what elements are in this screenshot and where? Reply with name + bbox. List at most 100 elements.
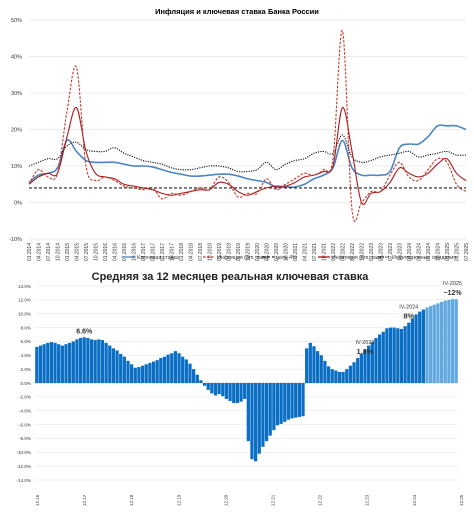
x-tick-label: 01.2016	[103, 243, 109, 261]
x-tick-label: 10.2015	[94, 243, 100, 261]
annotation-label: IV-2025	[443, 281, 462, 287]
legend-label: Инфляция (3m, saar)	[217, 255, 269, 261]
bar	[181, 356, 185, 383]
bar	[170, 353, 174, 383]
x-tick-label: 04.2024	[417, 243, 423, 261]
bar	[403, 326, 407, 383]
bar	[308, 342, 312, 383]
x-tick-label: 10.2024	[436, 243, 442, 261]
x-tick-label: 12.21	[271, 494, 276, 506]
bar	[253, 383, 258, 462]
x-tick-label: 01.2022	[331, 243, 337, 261]
bar	[162, 356, 167, 383]
bar	[42, 344, 46, 383]
annotation-label: 6.6%	[76, 328, 93, 335]
bar	[213, 383, 218, 396]
y-tick-label: 0%	[14, 201, 22, 207]
bar	[381, 331, 385, 383]
series-line-0	[28, 124, 467, 189]
bar	[217, 383, 221, 395]
bar	[359, 353, 363, 383]
x-tick-label: 12.16	[35, 494, 40, 506]
x-tick-label: 04.2015	[75, 243, 81, 261]
legend-label: Инфляция (6m, saar)	[332, 255, 384, 261]
bar	[305, 348, 309, 383]
bar	[279, 383, 283, 424]
x-tick-label: 04.2023	[379, 243, 385, 261]
bar	[126, 360, 130, 383]
x-tick-label: 12.22	[318, 494, 323, 506]
x-tick-label: 04.2020	[265, 243, 271, 261]
y-tick-label: 12.0%	[18, 298, 31, 303]
y-tick-label: 4.0%	[21, 353, 31, 358]
x-tick-label: 12.25	[459, 494, 464, 506]
bar	[392, 327, 396, 383]
bar	[115, 350, 119, 383]
bar	[425, 307, 429, 383]
x-tick-label: 07.2020	[274, 243, 280, 261]
x-tick-label: 01.2020	[255, 243, 261, 261]
y-tick-label: 40%	[11, 55, 22, 61]
bar	[184, 359, 188, 383]
bar	[159, 358, 163, 383]
bar	[410, 318, 415, 383]
y-tick-label: 10%	[11, 164, 22, 170]
x-tick-label: 10.2022	[360, 243, 366, 261]
bar	[221, 383, 225, 397]
bar	[53, 342, 57, 383]
bar	[195, 374, 199, 383]
x-tick-label: 10.2017	[170, 243, 176, 261]
bar	[429, 306, 433, 383]
bar	[334, 370, 338, 383]
annotation-label: 8%	[403, 312, 414, 321]
bar	[432, 304, 436, 383]
x-tick-label: 12.20	[223, 494, 228, 506]
bar	[407, 322, 411, 383]
bar	[210, 383, 214, 394]
bar	[64, 344, 68, 383]
y-tick-label: 14.0%	[18, 284, 31, 289]
bar	[283, 383, 287, 422]
x-tick-label: 07.2025	[464, 243, 470, 261]
bar	[250, 383, 254, 460]
y-tick-label: 6.0%	[21, 339, 31, 344]
x-tick-label: 07.2023	[388, 243, 394, 261]
x-tick-label: 07.2021	[312, 243, 318, 261]
bar	[261, 383, 265, 447]
bar	[232, 383, 236, 404]
bar	[97, 339, 101, 383]
x-tick-label: 07.2018	[198, 243, 204, 261]
x-tick-label: 01.2018	[179, 243, 185, 261]
bar	[60, 345, 64, 383]
x-tick-label: 12.19	[176, 494, 181, 506]
bar	[326, 366, 331, 383]
bar	[57, 344, 61, 383]
bar	[418, 311, 422, 383]
inflation-key-rate-chart: Инфляция и ключевая ставка Банка России …	[9, 7, 470, 261]
x-tick-label: 04.2016	[113, 243, 119, 261]
x-tick-label: 10.2018	[208, 243, 214, 261]
x-tick-label: 10.2016	[132, 243, 138, 261]
bar	[49, 342, 54, 383]
x-tick-label: 01.2014	[27, 243, 33, 261]
bars	[35, 299, 458, 462]
x-tick-label: 12.18	[129, 494, 134, 506]
bar	[367, 345, 371, 383]
bar	[140, 365, 145, 383]
x-tick-label: 07.2022	[350, 243, 356, 261]
y-tick-label: -12.0%	[16, 464, 31, 469]
x-tick-label: 12.17	[82, 494, 87, 506]
y-axis-ticks: 14.0% 12.0% 10.0% 8.0% 6.0% 4.0% 2.0% 0.0% -2.0%…	[16, 284, 31, 483]
bar	[38, 345, 43, 383]
bar	[166, 354, 170, 383]
bar	[290, 383, 294, 419]
x-axis-ticks: 01.2014 04.2014 07.2014 10.2014 01.2015 04.20…	[27, 243, 470, 261]
bar	[71, 341, 75, 383]
bar	[82, 337, 86, 383]
bar	[188, 363, 192, 383]
bar	[86, 337, 90, 383]
bar	[177, 353, 181, 383]
bar	[93, 340, 97, 383]
bar	[319, 355, 323, 383]
x-tick-label: 04.2018	[189, 243, 195, 261]
